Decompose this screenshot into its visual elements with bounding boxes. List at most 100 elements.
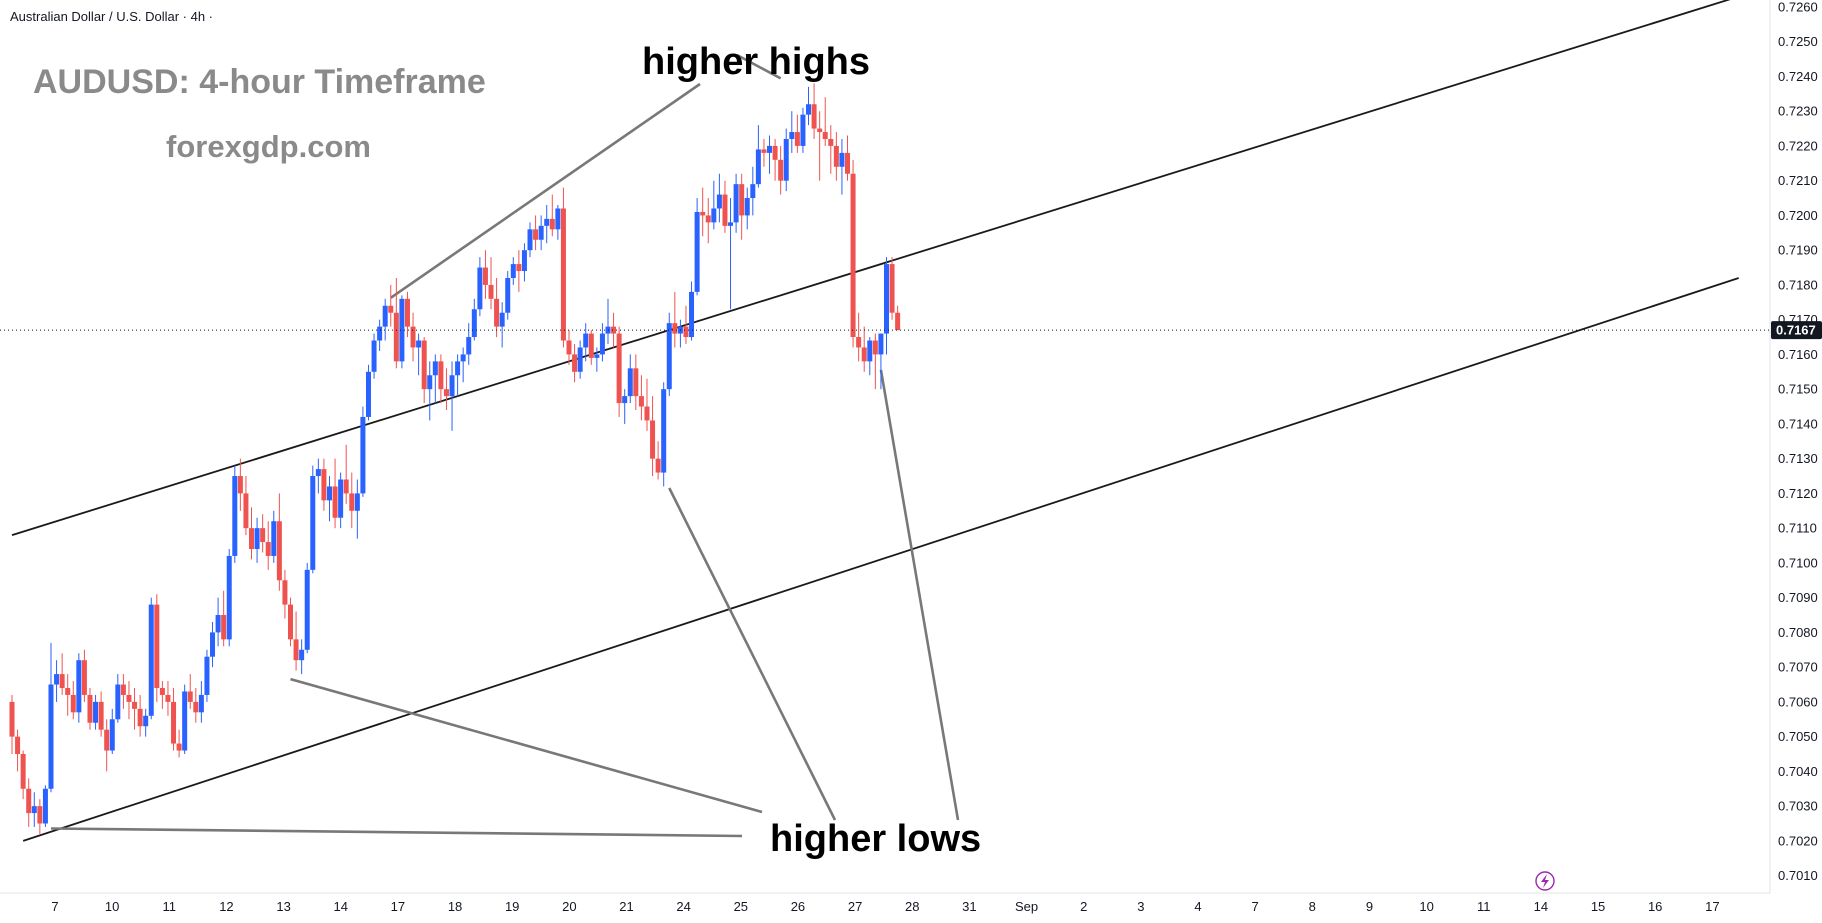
candle [410,312,416,362]
x-tick-label: 27 [848,899,862,914]
candle [878,333,884,390]
higher-highs-label: higher highs [642,41,870,83]
candle [705,198,711,244]
candle [399,295,405,369]
candle [833,132,839,181]
candle [605,298,611,344]
candle-body [310,476,316,570]
candle [171,687,177,751]
candle-body [410,326,416,348]
candle-body [750,184,756,199]
candle-body [20,754,26,789]
candle [187,674,193,709]
candle [438,354,444,404]
x-tick-label: 4 [1194,899,1201,914]
candle-body [577,347,583,372]
candle-body [416,340,422,348]
y-tick-label: 0.7040 [1778,764,1818,779]
candle-body [365,371,371,417]
candle-body [198,694,204,713]
candle [148,597,154,720]
candle [265,521,271,570]
candle-body [616,333,622,404]
candle-body [404,298,410,327]
higher-highs-pointer [390,82,701,299]
candle-body [15,736,21,755]
candle-body [226,555,232,640]
x-tick-label: 25 [734,899,748,914]
candle [700,187,706,237]
candle-body [694,211,700,292]
y-tick-label: 0.7200 [1778,208,1818,223]
candle-body [393,312,399,362]
candle [198,681,204,723]
candle [694,198,700,296]
candle [182,684,188,755]
candle-body [54,674,60,685]
replay-button[interactable] [1535,871,1555,891]
upper-channel-trendline[interactable] [11,0,1739,536]
candle-body [867,340,873,362]
candle [120,674,126,709]
candle-body [650,420,656,459]
candle-body [98,701,104,730]
candle [271,510,277,563]
x-tick-label: 3 [1137,899,1144,914]
candle [237,458,243,511]
x-tick-label: 21 [619,899,633,914]
candle [494,277,500,338]
candle-body [806,104,812,115]
higher-highs-pointer [736,53,782,80]
time-axis[interactable]: 7 10 11 12 13 14 17 18 19 20 21 24 25 26 27 28 31 Sep 2 3 4 7… [0,892,1770,914]
candle [421,337,427,404]
candle-body [767,145,773,153]
candle-body [137,708,143,727]
x-tick-label: 18 [448,899,462,914]
price-axis[interactable]: 0.7010 0.7020 0.7030 0.7040 0.7050 0.7060 0.70… [1769,0,1822,893]
candle-body [466,337,472,355]
candle-body [605,326,611,334]
candle-body [293,639,299,661]
x-tick-label: 13 [276,899,290,914]
candle-body [744,198,750,216]
y-tick-label: 0.7220 [1778,138,1818,153]
candle-body [343,479,349,494]
y-tick-label: 0.7060 [1778,694,1818,709]
candle-body [772,145,778,160]
candle [115,674,121,723]
lower-channel-trendline[interactable] [22,277,1739,842]
candle [104,719,110,772]
x-tick-label: 9 [1366,899,1373,914]
candle-body [633,368,639,397]
candle [310,465,316,574]
candle [159,681,165,709]
candle [427,361,433,421]
x-tick-label: 14 [1534,899,1548,914]
candle [689,281,695,341]
candle [126,681,132,720]
y-tick-label: 0.7240 [1778,69,1818,84]
candle [744,187,750,230]
higher-lows-pointer [50,827,743,838]
symbol-label[interactable]: Australian Dollar / U.S. Dollar · 4h · [10,9,213,24]
candle [889,257,895,320]
candle [455,354,461,397]
candle [137,694,143,737]
candle [845,135,850,181]
candle-body [159,687,165,695]
candle [800,107,806,153]
candle [343,444,349,504]
x-tick-label: 19 [505,899,519,914]
candle-body [878,333,884,355]
candle [377,319,383,351]
candle-body [354,493,360,511]
candle [293,611,299,671]
candle-body [700,211,706,216]
candle-body [739,184,745,216]
candle [638,375,644,421]
candle-body [845,152,850,174]
candle [778,145,784,195]
candle [817,111,823,181]
candle-body [42,788,48,824]
